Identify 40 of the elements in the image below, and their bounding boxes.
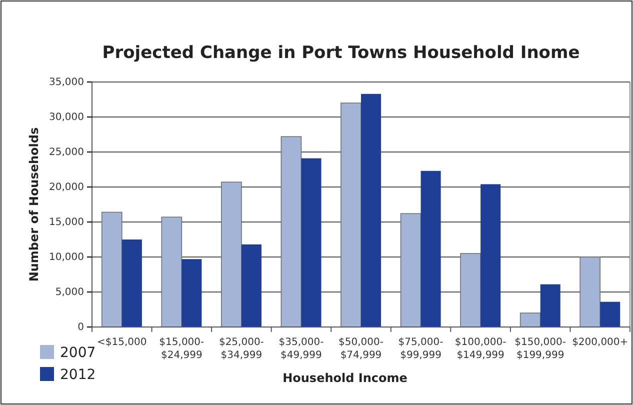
bar [580, 256, 601, 328]
x-tick-label: $75,000- $99,999 [398, 337, 444, 361]
bar [161, 216, 182, 328]
bar [182, 259, 202, 327]
x-tick-label: $35,000- $49,999 [278, 337, 324, 361]
x-tick-label: $15,000- $24,999 [159, 337, 205, 361]
x-tick-label: $25,000- $34,999 [218, 337, 264, 361]
bar [420, 170, 441, 327]
bar [340, 102, 362, 328]
y-axis-title: Number of Households [27, 127, 41, 282]
x-tick-label: $100,000- $149,999 [454, 337, 507, 361]
chart-title: Projected Change in Port Towns Household Inome [102, 43, 580, 63]
bar [400, 213, 422, 328]
x-tick-label: $200,000+ [572, 337, 628, 348]
y-tick-label: 15,000 [49, 217, 84, 228]
y-tick-label: 25,000 [49, 147, 84, 158]
y-tick-label: 35,000 [49, 77, 84, 88]
x-tick-label: $50,000- $74,999 [338, 337, 384, 361]
y-tick-label: 20,000 [49, 182, 84, 194]
bar [221, 182, 242, 328]
bar [280, 136, 302, 328]
bar [301, 158, 322, 327]
y-tick-label: 30,000 [49, 112, 84, 124]
bar [361, 94, 382, 327]
bar [600, 302, 620, 327]
legend-label: 2012 [60, 367, 96, 383]
y-tick-label: 5,000 [55, 287, 84, 298]
bar [520, 312, 541, 328]
legend-label: 2007 [60, 345, 96, 361]
bar [460, 253, 481, 328]
bar [122, 240, 142, 327]
bar [241, 244, 262, 327]
x-tick-label: <$15,000 [97, 337, 147, 348]
bar [480, 184, 501, 327]
y-tick-label: 0 [78, 322, 84, 334]
bar [101, 212, 122, 328]
y-tick-label: 10,000 [49, 252, 84, 264]
bar [540, 284, 560, 327]
x-tick-label: $150,000- $199,999 [514, 337, 566, 361]
x-axis-title: Household Income [282, 371, 408, 385]
